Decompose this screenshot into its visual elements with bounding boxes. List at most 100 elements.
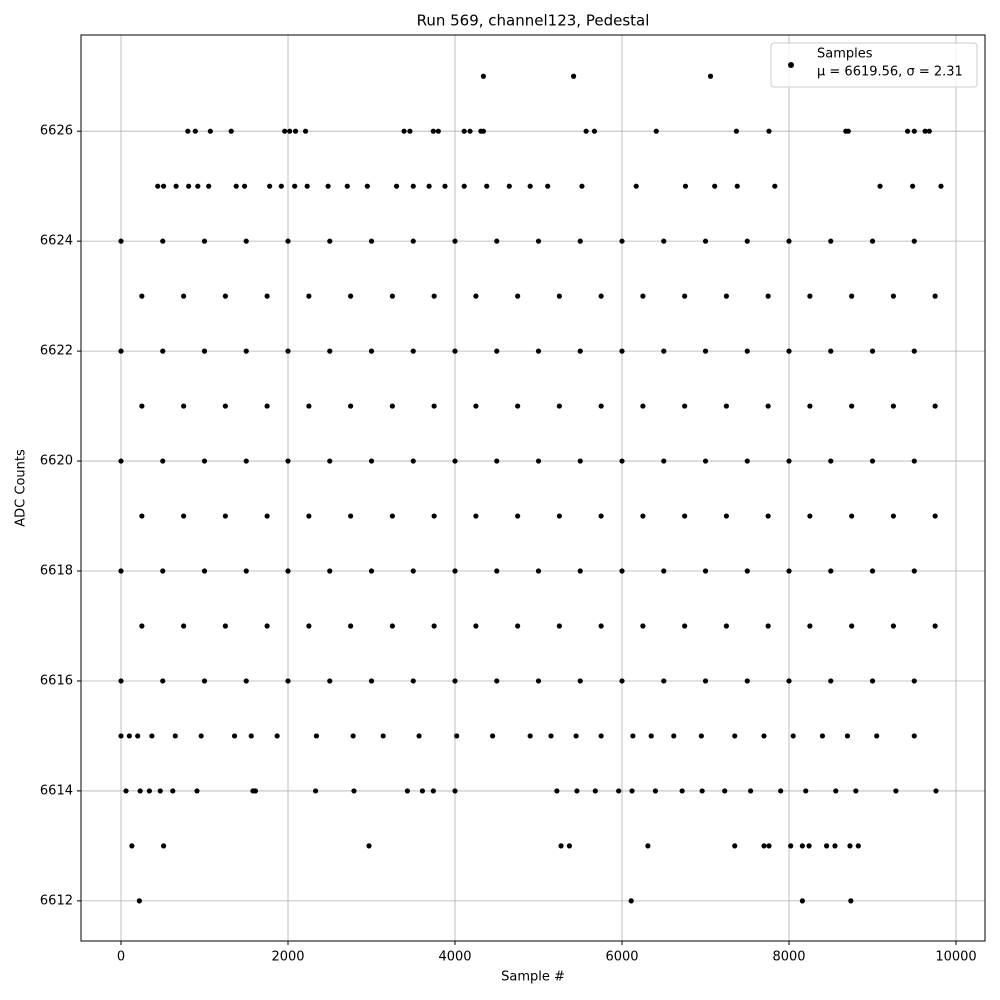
data-point (633, 183, 639, 189)
data-point (431, 513, 437, 519)
data-point (732, 733, 738, 739)
data-point (619, 678, 625, 684)
data-point (744, 678, 750, 684)
data-point (467, 128, 473, 134)
data-point (535, 458, 542, 464)
data-point (389, 513, 395, 519)
data-point (404, 788, 411, 794)
data-point (118, 678, 124, 684)
data-point (723, 623, 729, 629)
data-point (348, 293, 354, 299)
data-point (274, 733, 280, 739)
data-point (201, 458, 208, 464)
data-point (241, 183, 248, 189)
data-point (661, 458, 667, 464)
data-point (325, 183, 331, 189)
data-point (910, 183, 916, 189)
data-point (911, 238, 917, 244)
data-point (146, 788, 152, 794)
data-point (389, 623, 395, 629)
data-point (416, 733, 422, 739)
data-point (556, 623, 562, 629)
data-point (869, 568, 876, 574)
data-point (869, 458, 876, 464)
data-point (285, 458, 291, 464)
data-point (629, 788, 635, 794)
data-point (267, 183, 273, 189)
data-point (847, 843, 853, 849)
data-point (904, 128, 911, 134)
data-point (494, 678, 500, 684)
x-axis-label: Sample # (501, 970, 565, 985)
data-point (765, 403, 771, 409)
data-point (155, 183, 161, 189)
data-point (313, 733, 319, 739)
x-tick-label: 2000 (271, 950, 304, 965)
data-point (172, 733, 178, 739)
data-point (535, 348, 542, 354)
legend-box (770, 42, 978, 88)
data-point (306, 293, 312, 299)
data-point (461, 183, 467, 189)
data-point (366, 843, 372, 849)
data-point (442, 183, 448, 189)
data-point (136, 898, 142, 904)
data-point (640, 623, 646, 629)
data-point (890, 623, 896, 629)
data-point (577, 238, 583, 244)
data-point (786, 678, 792, 684)
data-point (877, 183, 883, 189)
data-point (494, 348, 500, 354)
data-point (431, 293, 437, 299)
data-point (828, 458, 834, 464)
data-point (306, 513, 312, 519)
data-point (206, 183, 212, 189)
data-point (699, 788, 705, 794)
data-point (243, 458, 249, 464)
data-point (932, 403, 938, 409)
data-point (248, 733, 254, 739)
data-point (527, 733, 533, 739)
data-point (243, 568, 249, 574)
data-point (653, 128, 659, 134)
data-point (592, 788, 598, 794)
data-point (306, 623, 312, 629)
data-point (351, 788, 357, 794)
data-point (828, 348, 834, 354)
data-point (938, 183, 944, 189)
data-point (766, 843, 772, 849)
data-point (327, 458, 333, 464)
data-point (853, 788, 859, 794)
data-point (869, 348, 876, 354)
y-axis-label: ADC Counts (14, 449, 29, 527)
data-point (243, 238, 249, 244)
legend-marker (788, 62, 794, 68)
data-point (198, 733, 204, 739)
data-point (591, 128, 598, 134)
data-point (652, 788, 659, 794)
data-point (430, 128, 436, 134)
data-point (126, 733, 132, 739)
data-point (201, 568, 208, 574)
data-point (452, 238, 458, 244)
legend-stats: μ = 6619.56, σ = 2.31 (817, 65, 963, 80)
data-point (598, 733, 604, 739)
data-point (292, 128, 299, 134)
data-point (160, 238, 166, 244)
data-point (765, 623, 771, 629)
data-point (786, 568, 792, 574)
data-point (577, 678, 583, 684)
data-point (515, 403, 521, 409)
x-tick-label: 10000 (935, 950, 976, 965)
data-point (786, 348, 792, 354)
data-point (264, 623, 270, 629)
data-point (435, 128, 441, 134)
data-point (890, 293, 896, 299)
data-point (570, 73, 577, 79)
data-point (118, 238, 124, 244)
data-point (807, 513, 813, 519)
data-point (252, 788, 259, 794)
data-point (702, 458, 709, 464)
data-point (173, 183, 179, 189)
data-point (548, 733, 554, 739)
